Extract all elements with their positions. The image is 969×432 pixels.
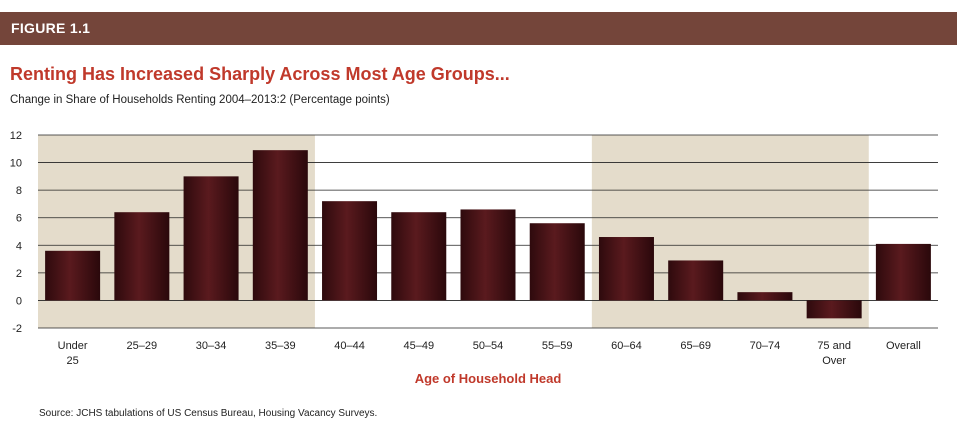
bar [806, 300, 862, 319]
bar [737, 292, 793, 301]
bar [460, 209, 516, 301]
bar [252, 150, 308, 301]
bar [183, 176, 239, 301]
bar [322, 201, 378, 301]
category-label: 30–34 [196, 340, 227, 352]
y-tick-label: 10 [10, 158, 22, 170]
figure-label: FIGURE 1.1 [11, 20, 91, 36]
bar [529, 223, 585, 301]
bar [875, 243, 931, 301]
category-label: 35–39 [265, 340, 296, 352]
y-tick-label: 2 [16, 268, 22, 280]
category-label: 60–64 [611, 340, 642, 352]
chart-title: Renting Has Increased Sharply Across Mos… [10, 64, 510, 84]
category-label: 65–69 [680, 340, 711, 352]
figure-header-bar: FIGURE 1.1 [0, 12, 957, 45]
category-label: 25–29 [127, 340, 158, 352]
y-tick-label: 12 [10, 130, 22, 142]
chart-subtitle: Change in Share of Households Renting 20… [10, 94, 390, 106]
category-label: Overall [886, 340, 921, 352]
y-tick-label: 8 [16, 185, 22, 197]
bar [391, 212, 447, 301]
category-label: 55–59 [542, 340, 573, 352]
y-tick-label: -2 [12, 323, 22, 335]
y-tick-label: 0 [16, 295, 22, 307]
y-tick-label: 4 [16, 240, 22, 252]
category-label: 75 and Over [817, 340, 851, 367]
bar [45, 250, 101, 301]
category-label: 40–44 [334, 340, 365, 352]
source-note: Source: JCHS tabulations of US Census Bu… [39, 408, 378, 419]
bar [114, 212, 170, 301]
y-tick-label: 6 [16, 213, 22, 225]
category-label: 45–49 [403, 340, 434, 352]
bar [598, 237, 654, 301]
category-label: Under 25 [58, 340, 88, 367]
x-axis-label: Age of Household Head [415, 371, 562, 386]
category-label: 50–54 [473, 340, 504, 352]
bar [668, 260, 724, 301]
category-label: 70–74 [750, 340, 781, 352]
